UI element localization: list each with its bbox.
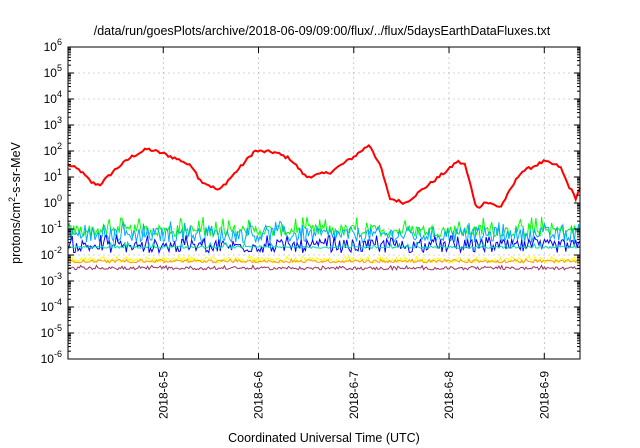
y-axis-label: protons/cm2-s-sr-MeV xyxy=(7,141,23,263)
y-tick-label: 106 xyxy=(44,37,62,54)
series-line xyxy=(67,257,581,264)
y-tick-label: 10-5 xyxy=(41,323,62,340)
y-tick-label: 104 xyxy=(44,89,62,106)
y-tick-label: 101 xyxy=(44,167,62,184)
y-tick-label: 10-6 xyxy=(41,349,62,366)
x-tick-label: 2018-6-6 xyxy=(252,371,266,419)
y-tick-label: 103 xyxy=(44,115,62,132)
y-tick-label: 105 xyxy=(44,63,62,80)
x-axis: 2018-6-5 2018-6-6 2018-6-7 2018-6-8 2018-6-9 xyxy=(156,47,551,419)
series-line xyxy=(67,144,581,209)
y-tick-label: 10-3 xyxy=(41,271,62,288)
series-line xyxy=(67,264,581,271)
series-line xyxy=(67,234,581,255)
y-tick-label: 10-1 xyxy=(41,219,62,236)
y-tick-label: 10-2 xyxy=(41,245,62,262)
series-line xyxy=(67,241,580,250)
series-line xyxy=(67,216,581,239)
series-layer xyxy=(67,144,581,271)
chart-title: /data/run/goesPlots/archive/2018-06-09/0… xyxy=(94,24,551,38)
y-tick-label: 100 xyxy=(44,193,62,210)
series-line xyxy=(67,220,581,245)
series-line xyxy=(67,254,581,264)
x-axis-label: Coordinated Universal Time (UTC) xyxy=(228,431,420,445)
y-axis: 10-6 10-5 10-4 10-3 10-2 10-1 100 101 102 103 104 1… xyxy=(41,37,580,366)
x-tick-label: 2018-6-5 xyxy=(156,371,170,419)
x-tick-label: 2018-6-9 xyxy=(537,371,551,419)
y-tick-label: 10-4 xyxy=(41,297,62,314)
x-tick-label: 2018-6-7 xyxy=(347,371,361,419)
x-tick-label: 2018-6-8 xyxy=(442,371,456,419)
y-tick-label: 102 xyxy=(44,141,62,158)
